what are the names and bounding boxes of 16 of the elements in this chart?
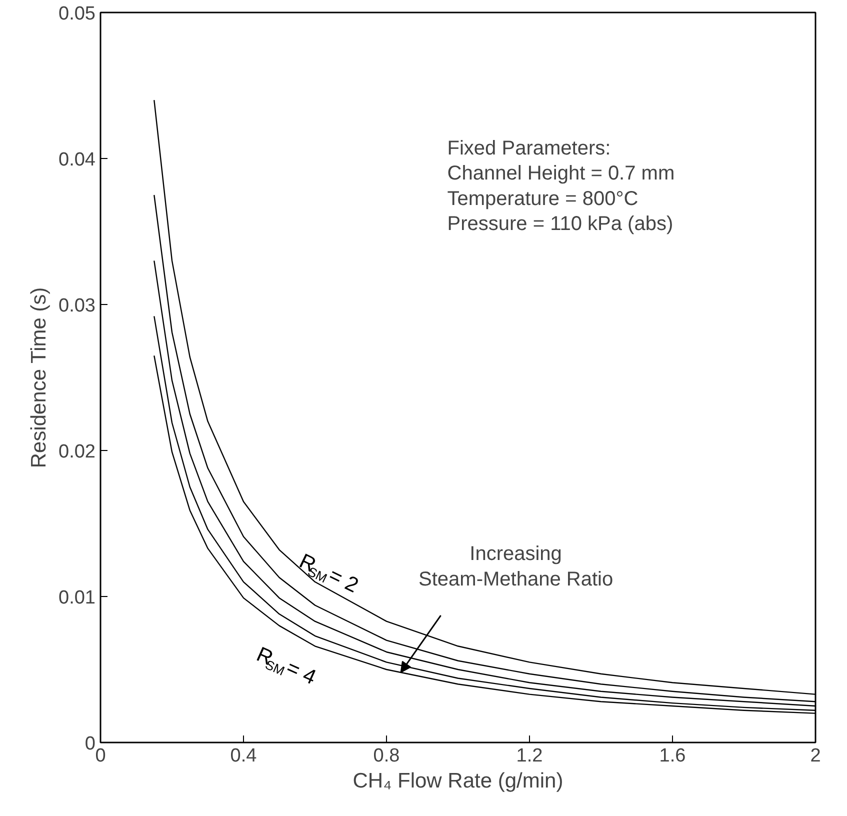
annotation: Increasing Steam-Methane Ratio [418, 543, 614, 590]
y-tick-label: 0.05 [58, 4, 96, 24]
x-tick-label: 1.2 [516, 746, 543, 766]
annotation: RSM = 4 [253, 642, 320, 690]
y-axis-title: Residence Time (s) [28, 287, 51, 468]
y-tick-label: 0.04 [58, 150, 96, 170]
x-tick-label: 2 [810, 746, 821, 766]
y-tick-label: 0.02 [58, 442, 96, 462]
y-tick-label: 0.03 [58, 296, 96, 316]
annotation: Fixed Parameters: Channel Height = 0.7 mm Temperature = 800°C Pressure = 110 kPa (abs) [447, 137, 675, 236]
x-tick-label: 0.8 [373, 746, 400, 766]
x-axis-title: CH₄ Flow Rate (g/min) [352, 770, 564, 792]
x-tick-label: 1.6 [659, 746, 686, 766]
annotation: RSM = 2 [296, 550, 362, 598]
y-tick-label: 0.01 [58, 588, 96, 608]
x-tick-label: 0.4 [230, 746, 258, 766]
